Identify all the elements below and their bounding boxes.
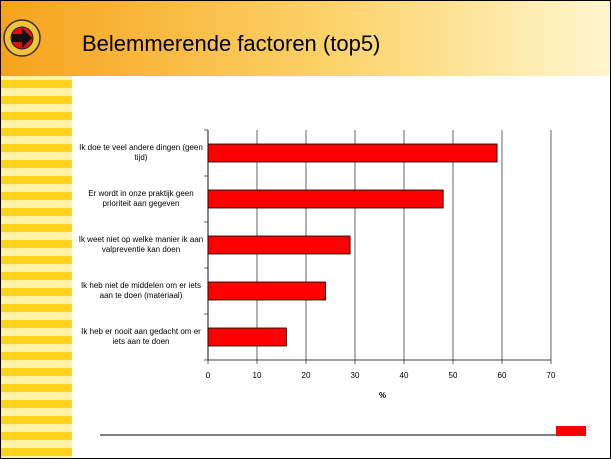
x-tick-label: 0 [206,371,211,380]
x-tick-label: 60 [498,371,507,380]
category-label-box: Ik weet niet op welke manier ik aan valp… [78,235,204,254]
x-tick-label: 40 [400,371,409,380]
category-label: Er wordt in onze praktijk geen prioritei… [88,189,194,208]
category-label-box: Er wordt in onze praktijk geen prioritei… [88,189,194,208]
bar [207,235,351,255]
category-label-box: Ik doe te veel andere dingen (geen tijd) [79,143,203,162]
x-tick-label: 10 [253,371,262,380]
bar [207,189,444,209]
x-tick-label: 20 [302,371,311,380]
x-tick-label: 70 [547,371,556,380]
category-label: Ik doe te veel andere dingen (geen tijd) [79,143,203,162]
category-label-box: Ik heb niet de middelen om er iets aan t… [80,281,202,300]
x-tick-label: 50 [449,371,458,380]
footer-accent [556,426,586,436]
category-label: Ik heb niet de middelen om er iets aan t… [80,281,202,300]
x-axis-label: % [379,391,386,400]
category-label: Ik heb er nooit aan gedacht om er iets a… [81,327,201,346]
logo [3,19,41,57]
side-strip [0,76,72,459]
header-band [0,0,611,76]
slide-title: Belemmerende factoren (top5) [82,31,380,56]
bar [207,281,326,301]
bar [207,143,498,163]
category-label-box: Ik heb er nooit aan gedacht om er iets a… [81,327,201,346]
x-tick-label: 30 [351,371,360,380]
category-label: Ik weet niet op welke manier ik aan valp… [78,235,204,254]
bar [207,327,287,347]
